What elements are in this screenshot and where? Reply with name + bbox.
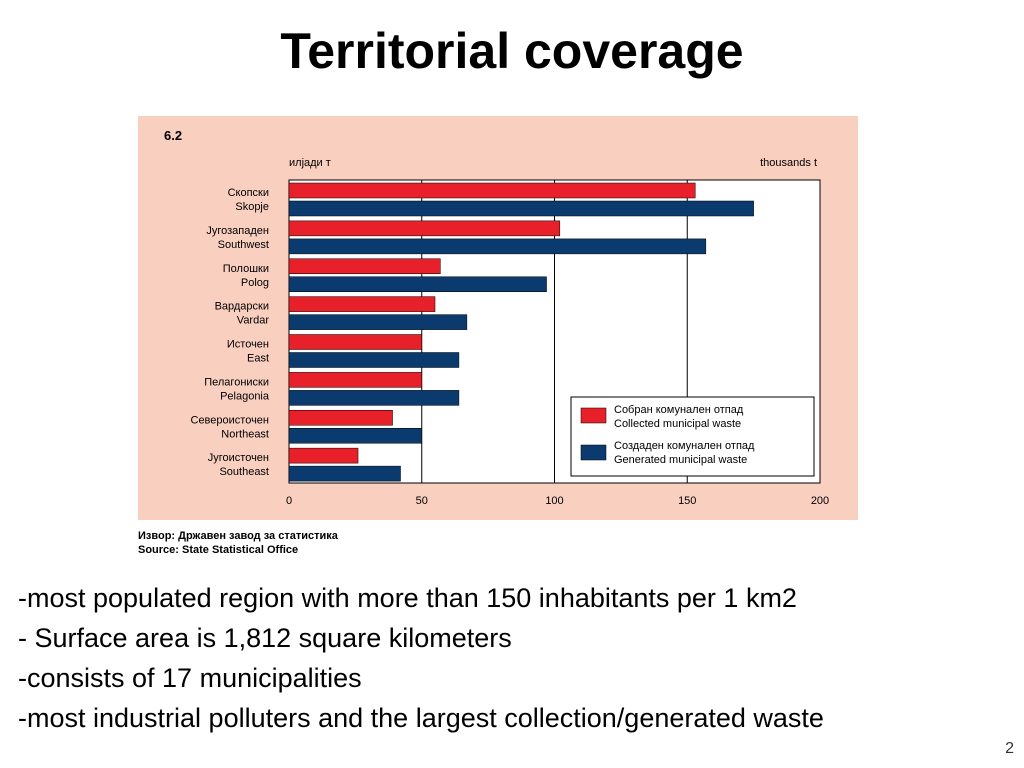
source-line-en: Source: State Statistical Office	[138, 544, 299, 556]
bar-generated	[288, 238, 707, 255]
figure-number: 6.2	[164, 128, 182, 143]
x-tick-label: 0	[286, 495, 292, 507]
bar-generated	[288, 428, 422, 444]
bar-collected	[288, 410, 393, 426]
bar-generated	[288, 352, 460, 368]
legend-box	[570, 396, 815, 477]
bar-generated	[288, 200, 754, 217]
legend-swatch-collected	[580, 407, 607, 424]
bar-chart: 6.2 илјади т thousands t Скопски Skopje Ју…	[164, 128, 829, 507]
bar-generated	[288, 390, 460, 406]
y-label-en: Southwest	[218, 239, 269, 251]
y-label-mk: Пелагониски	[204, 376, 269, 388]
y-label-en: Northeast	[221, 428, 269, 440]
x-tick-label: 50	[416, 495, 428, 507]
legend-generated-en: Generated municipal waste	[614, 454, 747, 466]
legend-swatch-generated	[580, 444, 607, 461]
bullet-item: -most industrial polluters and the large…	[18, 703, 824, 733]
y-label-mk: Југоисточен	[208, 452, 269, 464]
bar-collected	[288, 372, 422, 388]
x-tick-label: 100	[545, 495, 563, 507]
y-label-en: Vardar	[237, 315, 270, 327]
y-label-en: Southeast	[219, 466, 269, 478]
legend-collected-mk: Собран комунален отпад	[614, 404, 744, 416]
y-label-en: Polog	[241, 277, 269, 289]
y-label-mk: Полошки	[223, 263, 269, 275]
x-tick-label: 150	[678, 495, 696, 507]
unit-label-en: thousands t	[760, 157, 817, 169]
source-line-mk: Извор: Државен завод за статистика	[138, 530, 338, 542]
y-label-en: East	[247, 353, 269, 365]
y-label-mk: Источен	[227, 339, 269, 351]
bullet-list: -most populated region with more than 15…	[18, 578, 824, 738]
source-note: Извор: Државен завод за статистика Sourc…	[138, 529, 338, 557]
legend-collected-en: Collected municipal waste	[614, 418, 741, 430]
bullet-item: - Surface area is 1,812 square kilometer…	[18, 623, 512, 653]
bar-generated	[288, 276, 547, 292]
x-tick-label: 200	[811, 495, 829, 507]
bar-collected	[288, 182, 696, 199]
bar-generated	[288, 314, 468, 330]
y-label-en: Skopje	[235, 201, 269, 213]
y-label-mk: Вардарски	[215, 301, 269, 313]
bar-collected	[288, 220, 561, 237]
bar-generated	[288, 465, 401, 482]
bullet-item: -most populated region with more than 15…	[18, 583, 797, 613]
bar-collected	[288, 258, 441, 274]
y-label-mk: Југозападен	[206, 225, 269, 237]
bullet-item: -consists of 17 municipalities	[18, 663, 362, 693]
y-label-en: Pelagonia	[220, 390, 270, 402]
bar-collected	[288, 334, 422, 350]
bar-collected	[288, 447, 359, 464]
bar-collected	[288, 296, 436, 312]
y-label-mk: Североисточен	[191, 414, 270, 426]
legend: Собран комунален отпад Collected municip…	[570, 396, 815, 477]
slide-title: Territorial coverage	[280, 23, 744, 79]
legend-generated-mk: Создаден комунален отпад	[614, 440, 755, 452]
page-number: 2	[1005, 740, 1014, 757]
unit-label-mk: илјади т	[289, 157, 331, 169]
y-label-mk: Скопски	[228, 187, 269, 199]
